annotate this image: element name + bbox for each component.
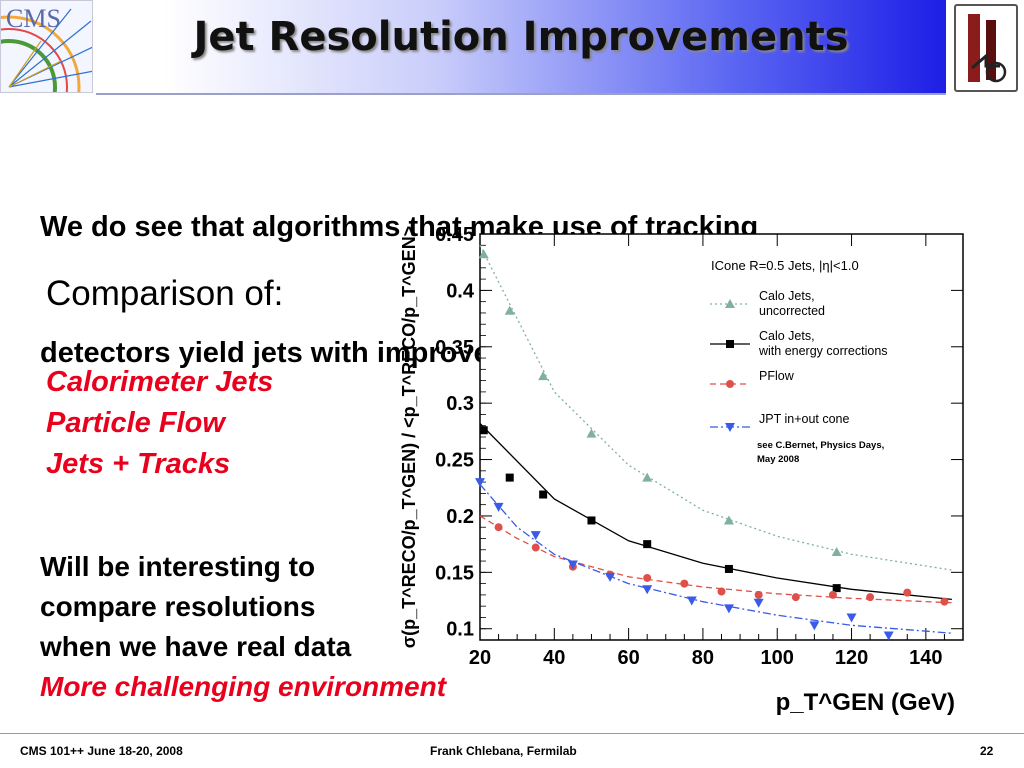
y-tick-label: 0.1 — [446, 619, 474, 641]
x-tick-label: 40 — [543, 647, 565, 669]
data-point — [539, 490, 548, 499]
resolution-chart: 20 40 60 80 100 120 140 0.1 0.15 0.2 0.25 0.3 0.35 0.… — [399, 224, 964, 716]
data-point — [866, 593, 875, 602]
data-point — [478, 249, 489, 259]
series-fit-line — [479, 483, 952, 634]
y-tick-label: 0.25 — [435, 450, 474, 472]
legend-label: JPT in+out cone — [759, 412, 850, 426]
compared-item: Jets + Tracks — [46, 448, 231, 480]
data-point — [479, 426, 488, 435]
data-point — [493, 502, 504, 512]
plot-frame — [479, 233, 964, 641]
x-tick-label: 60 — [617, 647, 639, 669]
x-tick-label: 20 — [469, 647, 491, 669]
compared-items-list: Calorimeter Jets Particle Flow Jets + Tr… — [46, 362, 273, 485]
data-point — [903, 588, 912, 597]
data-point — [832, 584, 841, 593]
data-point — [883, 631, 894, 641]
legend-title: ICone R=0.5 Jets, |η|<1.0 — [711, 258, 859, 273]
y-axis-title: σ(p_T^RECO/p_T^GEN) / <p_T^RECO/p_T^GEN> — [399, 226, 419, 648]
closing-line: compare resolutions — [40, 591, 316, 622]
data-point — [642, 585, 653, 595]
intro-text: We do see that algorithms that make use … — [40, 122, 758, 416]
data-point — [726, 340, 734, 348]
closing-highlight: More challenging environment — [40, 671, 447, 702]
closing-line: when we have real data — [40, 631, 352, 662]
y-tick-label: 0.45 — [435, 224, 474, 246]
data-point — [680, 579, 689, 588]
data-point — [587, 516, 596, 525]
data-point — [723, 515, 734, 525]
data-point — [723, 604, 734, 614]
title-bar: Jet Resolution Improvements — [96, 0, 946, 95]
x-axis-title: p_T^GEN (GeV) — [776, 689, 955, 716]
series-fit-line — [479, 245, 953, 571]
data-point — [828, 590, 837, 599]
data-point — [475, 478, 485, 488]
data-point — [717, 587, 726, 596]
legend-label: uncorrected — [759, 304, 825, 318]
chart-annotation: see C.Bernet, Physics Days, — [757, 440, 884, 451]
x-tick-label: 120 — [835, 647, 868, 669]
data-point — [754, 590, 763, 599]
legend-label: with energy corrections — [758, 344, 888, 358]
compared-item: Particle Flow — [46, 407, 225, 439]
data-point — [726, 380, 734, 388]
data-point — [643, 540, 652, 549]
series-fit-line — [479, 423, 952, 601]
closing-text: Will be interesting to compare resolutio… — [40, 547, 446, 707]
lpc-logo-graphic — [968, 14, 1007, 83]
data-point — [753, 598, 764, 608]
slide-title: Jet Resolution Improvements — [193, 14, 849, 60]
data-point — [809, 621, 820, 631]
data-point — [940, 597, 949, 606]
data-point — [831, 547, 842, 557]
data-point — [505, 473, 514, 482]
data-point — [686, 596, 697, 606]
data-point — [643, 573, 652, 582]
data-point — [642, 472, 653, 482]
chart-annotation: May 2008 — [757, 454, 799, 465]
data-point — [531, 543, 540, 552]
lpc-logo — [954, 4, 1018, 92]
legend-label: Calo Jets, — [759, 329, 815, 343]
y-tick-label: 0.35 — [435, 337, 474, 359]
y-tick-label: 0.15 — [435, 562, 474, 584]
data-point — [725, 299, 735, 308]
series-fit-line — [479, 515, 952, 604]
footer-divider — [0, 733, 1024, 734]
y-tick-label: 0.3 — [446, 393, 474, 415]
data-point — [504, 305, 515, 315]
legend-label: Calo Jets, — [759, 289, 815, 303]
data-point — [567, 560, 578, 570]
data-point — [494, 523, 503, 532]
cms-logo-graphic — [1, 8, 92, 92]
x-tick-label: 140 — [909, 647, 942, 669]
legend-label: PFlow — [759, 369, 795, 383]
cms-logo: CMS — [0, 0, 93, 93]
x-tick-label: 100 — [761, 647, 794, 669]
y-tick-label: 0.4 — [446, 280, 475, 302]
compared-item: Calorimeter Jets — [46, 366, 274, 398]
data-point — [605, 572, 616, 582]
x-tick-label: 80 — [692, 647, 714, 669]
data-point — [724, 564, 733, 573]
data-point — [530, 531, 541, 541]
data-point — [725, 423, 735, 432]
data-point — [791, 593, 800, 602]
page-number: 22 — [980, 744, 994, 758]
footer-date: CMS 101++ June 18-20, 2008 — [20, 744, 183, 758]
cms-logo-text: CMS — [6, 4, 61, 33]
footer-author: Frank Chlebana, Fermilab — [430, 744, 577, 758]
data-point — [538, 371, 549, 381]
comparison-heading: Comparison of: — [46, 274, 284, 313]
data-point — [586, 428, 597, 438]
data-point — [846, 613, 857, 623]
y-tick-label: 0.2 — [446, 506, 474, 528]
closing-line: Will be interesting to — [40, 551, 316, 582]
